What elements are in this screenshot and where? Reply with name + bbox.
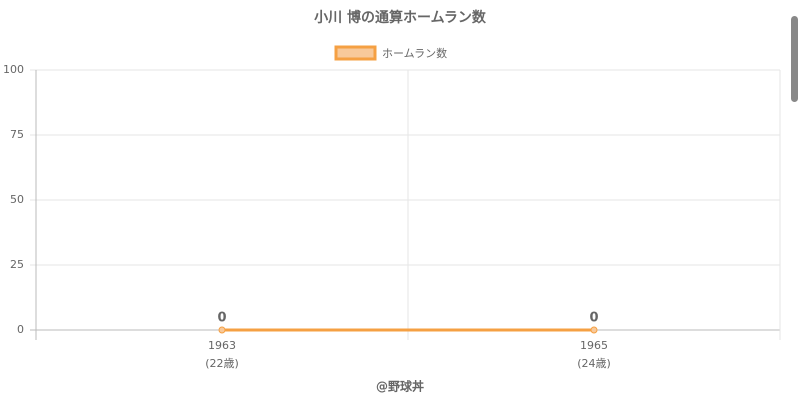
legend-swatch: [334, 45, 377, 61]
legend-label: ホームラン数: [382, 47, 447, 60]
x-tick-sublabel: (22歳): [205, 357, 239, 370]
data-point: [590, 326, 598, 334]
data-label: 0: [217, 311, 226, 326]
x-tick-sublabel: (24歳): [577, 357, 611, 370]
y-tick-label: 25: [10, 258, 24, 271]
x-tick-label: 1965: [580, 339, 608, 352]
y-tick-label: 100: [3, 63, 24, 76]
x-tick-label: 1963: [208, 339, 236, 352]
y-tick-label: 0: [17, 323, 24, 336]
y-tick-label: 75: [10, 128, 24, 141]
chart-title: 小川 博の通算ホームラン数: [314, 9, 487, 26]
data-point: [218, 326, 226, 334]
x-axis-title: @野球丼: [376, 379, 424, 394]
y-tick-label: 50: [10, 193, 24, 206]
scrollbar[interactable]: [791, 16, 798, 102]
data-label: 0: [589, 311, 598, 326]
